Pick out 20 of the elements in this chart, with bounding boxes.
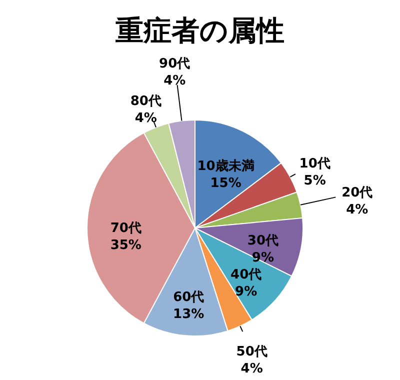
data-label: 4% [346,202,368,218]
slice-label: 10代 [299,156,330,172]
data-label: 4% [240,362,263,377]
chart-title: 重症者の属性 [114,14,284,47]
data-label: 4% [134,111,157,126]
data-label: 4% [164,73,186,88]
data-label: 35% [110,238,142,253]
data-label: 9% [235,284,258,300]
slice-label: 10歳未満 [197,159,254,174]
data-label: 13% [173,306,204,322]
slice-label: 70代 [110,221,142,236]
slice-label: 90代 [159,56,190,72]
slice-label: 20代 [342,185,373,200]
slice-label: 80代 [130,94,162,110]
slice-label: 30代 [247,234,278,249]
slice-label: 50代 [236,344,268,360]
data-label: 15% [210,176,242,192]
slice-label: 40代 [230,268,262,283]
data-label: 5% [304,174,326,189]
slice-label: 60代 [173,290,204,305]
